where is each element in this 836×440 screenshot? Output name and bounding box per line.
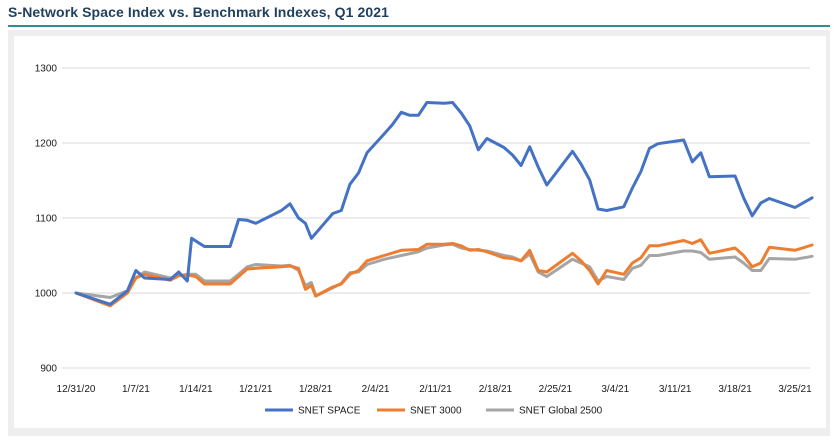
x-tick-label: 1/21/21 bbox=[239, 384, 273, 395]
x-tick-label: 2/11/21 bbox=[419, 384, 452, 395]
y-tick-label: 1000 bbox=[35, 289, 58, 300]
legend-label: SNET Global 2500 bbox=[519, 406, 603, 417]
x-tick-label: 3/25/21 bbox=[778, 384, 812, 395]
series-lines bbox=[74, 101, 814, 308]
x-tick-label: 1/28/21 bbox=[299, 384, 333, 395]
legend-label: SNET SPACE bbox=[298, 406, 361, 417]
x-axis-ticks: 12/31/20 1/7/21 1/14/21 1/21/21 1/28/21 2/4/2… bbox=[57, 384, 813, 395]
chart-panel bbox=[14, 36, 826, 428]
x-tick-label: 3/11/21 bbox=[659, 384, 692, 395]
x-tick-label: 3/18/21 bbox=[718, 384, 752, 395]
title-rule bbox=[8, 25, 830, 27]
x-tick-label: 2/25/21 bbox=[539, 384, 573, 395]
page-title: S-Network Space Index vs. Benchmark Inde… bbox=[8, 4, 390, 20]
x-tick-label: 2/18/21 bbox=[479, 384, 513, 395]
legend-label: SNET 3000 bbox=[410, 406, 462, 417]
y-tick-label: 1300 bbox=[35, 64, 58, 75]
series-line-snet-space bbox=[74, 101, 814, 306]
series-line-snet-global-2500 bbox=[74, 242, 814, 299]
y-axis-ticks: 900 1000 1100 1200 1300 bbox=[35, 64, 58, 375]
x-tick-label: 1/7/21 bbox=[122, 384, 150, 395]
y-tick-label: 1100 bbox=[35, 214, 57, 225]
y-tick-label: 900 bbox=[40, 364, 57, 375]
x-tick-label: 2/4/21 bbox=[362, 384, 390, 395]
gridlines bbox=[62, 67, 810, 369]
x-tick-label: 1/14/21 bbox=[179, 384, 213, 395]
y-tick-label: 1200 bbox=[35, 139, 58, 150]
legend: SNET SPACE SNET 3000 SNET Global 2500 bbox=[265, 406, 603, 417]
x-tick-label: 12/31/20 bbox=[57, 384, 96, 395]
series-line-snet-3000 bbox=[74, 238, 814, 308]
x-tick-label: 3/4/21 bbox=[601, 384, 629, 395]
